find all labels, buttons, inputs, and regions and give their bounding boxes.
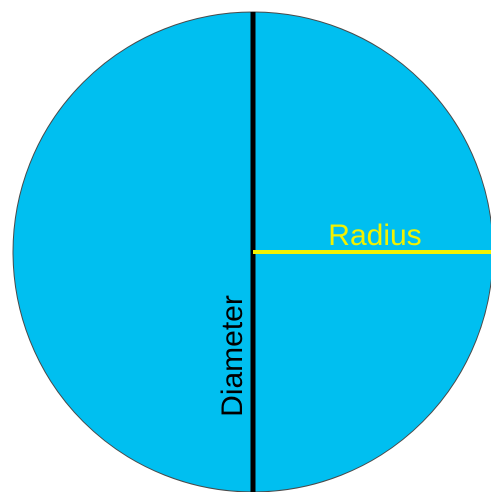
radius-label: Radius	[328, 219, 421, 252]
diameter-label: Diameter	[216, 295, 249, 417]
